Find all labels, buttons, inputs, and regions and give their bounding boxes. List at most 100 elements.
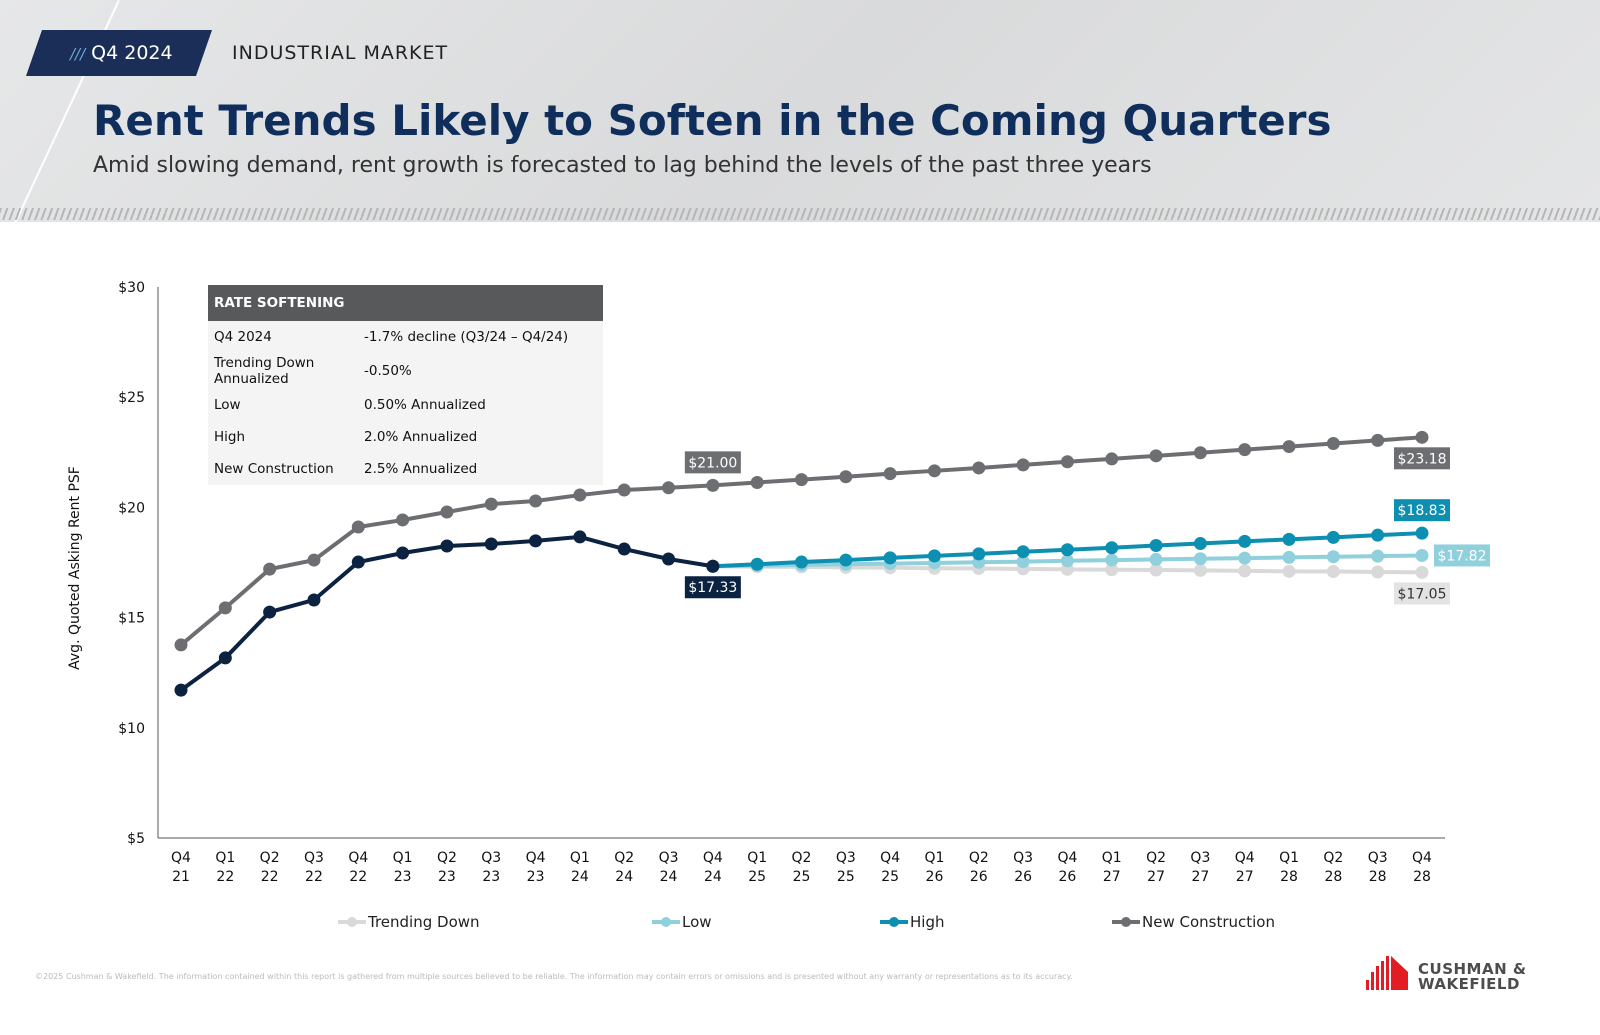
data-point-new-construction — [440, 505, 454, 519]
data-point-new-construction — [484, 497, 498, 511]
hatch-divider — [0, 208, 1600, 220]
x-tick-label: Q3 — [659, 850, 679, 866]
data-label-box — [1434, 544, 1490, 567]
legend-label: New Construction — [1142, 913, 1275, 931]
x-tick-label: 28 — [1413, 869, 1431, 885]
x-tick-label: Q4 — [348, 850, 368, 866]
x-tick-label: 24 — [615, 869, 633, 885]
data-point-historical — [396, 546, 410, 560]
data-point-historical — [440, 539, 454, 553]
x-tick-label: Q1 — [570, 850, 590, 866]
row-value: 2.0% Annualized — [364, 429, 478, 445]
data-point-historical — [617, 542, 631, 556]
row-value: -1.7% decline (Q3/24 – Q4/24) — [364, 329, 569, 345]
data-point-new-construction — [307, 553, 321, 567]
x-tick-label: Q2 — [260, 850, 280, 866]
x-tick-label: Q3 — [836, 850, 856, 866]
data-point-new-construction — [1105, 452, 1119, 466]
data-point-new-construction — [972, 461, 986, 475]
row-value: -0.50% — [364, 363, 412, 379]
x-tick-label: Q1 — [1279, 850, 1299, 866]
data-label-box — [684, 451, 741, 474]
row-label: Q4 2024 — [214, 329, 272, 345]
legend-label: Trending Down — [368, 913, 480, 931]
data-point-high — [1016, 545, 1030, 559]
data-point-high — [1193, 537, 1207, 551]
data-point-new-construction — [218, 601, 232, 615]
x-tick-label: Q2 — [1323, 850, 1343, 866]
data-point-low — [1060, 554, 1074, 568]
x-tick-label: Q4 — [1412, 850, 1432, 866]
x-tick-label: Q4 — [1057, 850, 1077, 866]
x-tick-label: 27 — [1236, 869, 1254, 885]
data-point-new-construction — [1326, 436, 1340, 450]
x-tick-label: 22 — [305, 869, 323, 885]
data-point-new-construction — [1193, 446, 1207, 460]
x-tick-label: 28 — [1280, 869, 1298, 885]
data-point-new-construction — [1060, 455, 1074, 469]
row-value: 0.50% Annualized — [364, 397, 486, 413]
table-row: Trending Down Annualized -0.50% — [208, 353, 603, 389]
data-label-box — [1394, 499, 1450, 522]
x-tick-label: Q1 — [924, 850, 944, 866]
data-point-trending-down — [1193, 563, 1207, 577]
data-point-high — [927, 549, 941, 563]
x-tick-label: Q2 — [792, 850, 812, 866]
data-point-trending-down — [1371, 565, 1385, 579]
x-tick-label: 25 — [793, 869, 811, 885]
data-point-trending-down — [1238, 564, 1252, 578]
logo-text: CUSHMAN & WAKEFIELD — [1418, 960, 1527, 993]
data-label: $18.83 — [1398, 503, 1447, 519]
x-tick-label: 23 — [482, 869, 500, 885]
table-row: High 2.0% Annualized — [208, 421, 603, 453]
disclaimer: ©2025 Cushman & Wakefield. The informati… — [35, 972, 1073, 981]
data-point-historical — [307, 593, 321, 607]
data-label-box — [1394, 447, 1450, 470]
data-point-low — [1326, 550, 1340, 564]
y-tick-label: $25 — [118, 390, 145, 406]
page-title: Rent Trends Likely to Soften in the Comi… — [93, 96, 1332, 145]
data-point-trending-down — [1282, 564, 1296, 578]
period-badge: /// Q4 2024 — [26, 30, 212, 76]
rate-softening-table: RATE SOFTENING Q4 2024 -1.7% decline (Q3/… — [208, 285, 603, 485]
data-point-new-construction — [927, 464, 941, 478]
data-point-new-construction — [795, 473, 808, 487]
data-point-trending-down — [1326, 565, 1340, 579]
row-value: 2.5% Annualized — [364, 461, 478, 477]
data-point-new-construction — [1282, 440, 1296, 454]
x-tick-label: Q4 — [171, 850, 191, 866]
legend-low: Low — [652, 913, 712, 931]
slash-mark: /// — [70, 45, 86, 63]
y-tick-label: $30 — [118, 280, 145, 296]
y-axis-label: Avg. Quoted Asking Rent PSF — [67, 466, 83, 670]
data-label: $21.00 — [688, 455, 737, 471]
x-tick-label: Q2 — [969, 850, 989, 866]
data-point-new-construction — [529, 494, 543, 508]
data-point-new-construction — [1016, 458, 1030, 472]
data-point-new-construction — [1415, 430, 1429, 444]
data-point-new-construction — [662, 481, 676, 495]
data-point-historical — [529, 534, 543, 548]
row-label: Low — [214, 397, 241, 413]
x-tick-label: 26 — [970, 869, 988, 885]
data-label: $23.18 — [1398, 451, 1447, 467]
data-point-new-construction — [1149, 449, 1163, 463]
x-tick-label: 22 — [349, 869, 367, 885]
x-tick-label: Q2 — [1146, 850, 1166, 866]
x-tick-label: 24 — [660, 869, 678, 885]
data-point-high — [1149, 539, 1163, 553]
x-tick-label: 26 — [1059, 869, 1077, 885]
y-tick-label: $20 — [118, 500, 145, 516]
x-tick-label: 21 — [172, 869, 190, 885]
data-point-high — [1282, 532, 1296, 546]
data-point-trending-down — [1105, 563, 1119, 577]
x-tick-label: Q1 — [1102, 850, 1122, 866]
x-tick-label: 27 — [1147, 869, 1165, 885]
data-point-high — [883, 551, 897, 565]
data-point-trending-down — [1149, 563, 1163, 577]
x-tick-label: Q4 — [1235, 850, 1255, 866]
data-point-low — [1105, 553, 1119, 567]
x-tick-label: Q4 — [526, 850, 546, 866]
legend-swatch — [338, 917, 366, 927]
row-label: High — [214, 429, 246, 445]
